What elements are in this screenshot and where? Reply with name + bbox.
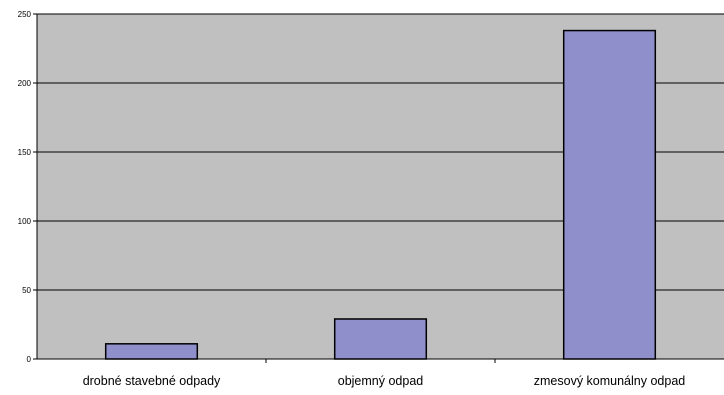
bar bbox=[333, 318, 428, 360]
y-tick-label: 200 bbox=[18, 79, 32, 88]
y-tick-labels: 0 50 100 150 200 250 bbox=[18, 10, 32, 364]
x-category-label: drobné stavebné odpady bbox=[83, 374, 221, 388]
y-tick-label: 100 bbox=[18, 217, 32, 226]
axes bbox=[33, 13, 724, 363]
x-category-label: zmesový komunálny odpad bbox=[534, 374, 686, 388]
x-category-label: objemný odpad bbox=[338, 374, 424, 388]
y-tick-label: 250 bbox=[18, 10, 32, 19]
bar bbox=[562, 29, 657, 360]
bar bbox=[104, 343, 199, 360]
x-category-labels: drobné stavebné odpady objemný odpad zmeso… bbox=[83, 374, 686, 388]
y-tick-label: 150 bbox=[18, 148, 32, 157]
y-tick-label: 0 bbox=[27, 355, 32, 364]
bars bbox=[104, 29, 657, 360]
y-tick-label: 50 bbox=[22, 286, 31, 295]
